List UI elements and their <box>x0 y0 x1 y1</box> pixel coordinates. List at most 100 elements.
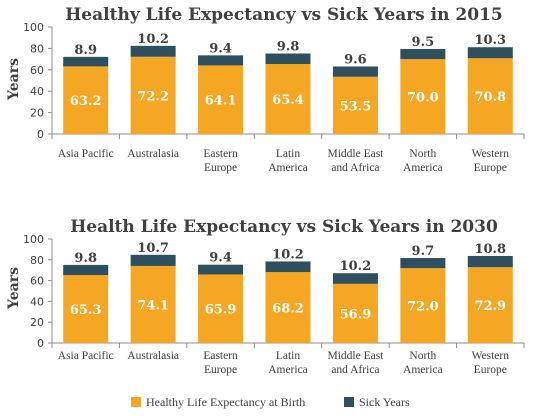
category-label: Latin <box>276 148 301 160</box>
category-label: America <box>268 162 308 174</box>
data-label-sick: 10.8 <box>474 242 506 257</box>
legend-swatch-healthy <box>131 397 141 407</box>
data-label-healthy: 72.0 <box>407 300 439 315</box>
data-label-sick: 9.8 <box>74 251 97 266</box>
data-label-healthy: 65.3 <box>70 303 102 318</box>
data-label-sick: 9.5 <box>412 35 435 50</box>
bar-sick <box>400 48 446 60</box>
legend-swatch-sick <box>344 397 354 407</box>
category-label: Western <box>472 148 510 160</box>
data-label-sick: 10.7 <box>137 241 169 256</box>
data-label-healthy: 53.5 <box>340 99 372 114</box>
data-label-sick: 10.2 <box>272 247 304 262</box>
bar-sick <box>63 264 109 276</box>
data-label-healthy: 65.4 <box>272 93 304 108</box>
y-tick-label: 0 <box>37 337 44 350</box>
bar-healthy <box>265 272 311 343</box>
bar-healthy <box>130 265 176 343</box>
category-label: Europe <box>204 364 237 376</box>
bar-sick <box>332 273 378 284</box>
data-label-healthy: 63.2 <box>70 94 102 109</box>
category-label: Europe <box>474 162 507 174</box>
y-tick-label: 60 <box>30 275 44 288</box>
y-tick-label: 80 <box>30 42 44 55</box>
data-label-sick: 8.9 <box>74 43 97 58</box>
bar-healthy <box>400 268 446 343</box>
category-label: Asia Pacific <box>58 148 114 160</box>
data-label-healthy: 68.2 <box>272 302 304 317</box>
bar-healthy <box>400 59 446 134</box>
data-label-healthy: 70.8 <box>474 90 506 105</box>
category-label: America <box>403 364 443 376</box>
data-label-sick: 9.6 <box>344 52 367 67</box>
chart-top: Healthy Life Expectancy vs Sick Years in… <box>6 5 525 174</box>
bar-healthy <box>265 64 311 134</box>
data-label-sick: 10.2 <box>340 259 372 274</box>
y-axis-label-bottom: Years <box>6 267 22 310</box>
data-label-healthy: 64.1 <box>205 94 237 109</box>
legend: Healthy Life Expectancy at Birth Sick Ye… <box>131 395 410 409</box>
category-label: Eastern <box>203 148 238 160</box>
category-label: Middle East <box>327 350 384 362</box>
bar-healthy <box>467 58 513 134</box>
category-label: Western <box>472 350 510 362</box>
bar-healthy <box>332 283 378 343</box>
data-label-healthy: 65.9 <box>205 303 237 318</box>
category-label: Europe <box>204 162 237 174</box>
category-label: Latin <box>276 350 301 362</box>
y-tick-label: 40 <box>30 295 44 308</box>
data-label-healthy: 56.9 <box>340 307 372 322</box>
data-label-healthy: 74.1 <box>137 298 169 313</box>
bar-healthy <box>198 65 244 134</box>
bar-sick <box>198 55 244 66</box>
bar-sick <box>265 261 311 273</box>
y-tick-label: 0 <box>37 128 44 141</box>
bar-sick <box>400 258 446 269</box>
category-label: Asia Pacific <box>58 350 114 362</box>
bar-sick <box>63 56 109 67</box>
data-label-sick: 9.4 <box>209 41 232 56</box>
bar-sick <box>198 264 244 275</box>
data-label-healthy: 70.0 <box>407 91 439 106</box>
category-label: Australasia <box>127 350 179 362</box>
y-tick-label: 40 <box>30 85 44 98</box>
y-tick-label: 100 <box>23 233 44 246</box>
data-label-sick: 10.2 <box>137 32 169 47</box>
bar-healthy <box>467 267 513 343</box>
data-label-sick: 10.3 <box>474 33 506 48</box>
chart-title-bottom: Health Life Expectancy vs Sick Years in … <box>70 217 498 237</box>
legend-label-healthy: Healthy Life Expectancy at Birth <box>146 395 305 409</box>
y-tick-label: 80 <box>30 254 44 267</box>
data-label-healthy: 72.9 <box>474 299 506 314</box>
y-tick-label: 20 <box>30 316 44 329</box>
category-label: Australasia <box>127 148 179 160</box>
bar-sick <box>130 254 176 266</box>
y-tick-label: 100 <box>23 21 44 34</box>
bar-sick <box>130 45 176 57</box>
chart-bottom: Health Life Expectancy vs Sick Years in … <box>6 217 525 376</box>
category-label: and Africa <box>331 364 379 376</box>
plot-area-top: 0 20 40 60 80 100 63.2 8.9 Asia Pacific 72.2 10.2 A… <box>23 21 525 174</box>
bar-healthy <box>198 274 244 343</box>
bar-sick <box>265 53 311 65</box>
category-label: North <box>409 148 436 160</box>
bar-healthy <box>63 66 109 134</box>
category-label: Middle East <box>327 148 384 160</box>
data-label-sick: 9.4 <box>209 251 232 266</box>
category-label: North <box>409 350 436 362</box>
category-label: America <box>403 162 443 174</box>
category-label: America <box>268 364 308 376</box>
legend-label-sick: Sick Years <box>359 395 410 409</box>
category-label: Europe <box>474 364 507 376</box>
bar-sick <box>332 66 378 77</box>
bar-healthy <box>332 76 378 134</box>
data-label-sick: 9.7 <box>412 244 435 259</box>
data-label-healthy: 72.2 <box>137 89 169 104</box>
data-label-sick: 9.8 <box>277 40 300 55</box>
category-label: and Africa <box>331 162 379 174</box>
y-axis-label-top: Years <box>6 58 22 101</box>
y-tick-label: 60 <box>30 64 44 77</box>
y-tick-label: 20 <box>30 107 44 120</box>
plot-area-bottom: 0 20 40 60 80 100 65.3 9.8 Asia Pacific 74.1 10.7 A… <box>23 233 525 376</box>
